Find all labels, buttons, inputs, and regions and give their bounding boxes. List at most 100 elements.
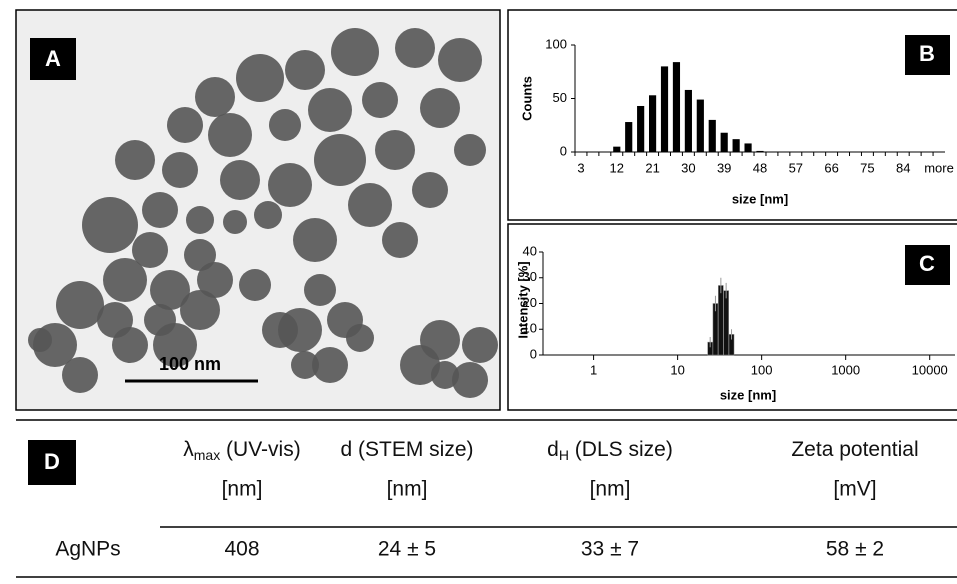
particle	[382, 222, 418, 258]
particle	[150, 270, 190, 310]
particle	[142, 192, 178, 228]
particle	[431, 361, 459, 389]
bar	[637, 105, 645, 152]
particle	[314, 134, 366, 186]
y-tick-label: 100	[545, 36, 567, 51]
bar	[672, 62, 681, 153]
particle	[103, 258, 147, 302]
bar	[723, 290, 729, 356]
panel-c-frame	[507, 223, 957, 411]
x-tick-label: 57	[789, 160, 803, 175]
y-tick-label: 30	[523, 269, 537, 284]
table-cell: 24 ± 5	[378, 538, 436, 561]
header-cell: λmax (UV-vis)	[183, 438, 300, 463]
header-symbol: Zeta potential	[791, 438, 918, 461]
particle	[153, 323, 197, 367]
table-cell: 33 ± 7	[581, 538, 639, 561]
x-axis-label: size [nm]	[732, 191, 788, 206]
panel-b-frame	[507, 9, 957, 221]
header-text: (UV-vis)	[220, 438, 301, 461]
table-cell: 408	[224, 538, 259, 561]
particle	[331, 28, 379, 76]
particle	[254, 201, 282, 229]
particle	[269, 109, 301, 141]
bar	[660, 66, 669, 152]
header-unit: [mV]	[833, 478, 876, 501]
particle	[454, 134, 486, 166]
header-unit: [nm]	[387, 478, 428, 501]
table: λmax (UV-vis) [nm] d (STEM size) [nm] dH (DL…	[55, 438, 918, 561]
table-cell: 58 ± 2	[826, 538, 884, 561]
x-tick-label: 12	[610, 160, 624, 175]
x-tick-label: 10000	[912, 362, 948, 377]
particle	[293, 218, 337, 262]
bar	[684, 89, 692, 152]
particle	[304, 274, 336, 306]
x-tick-label: 30	[681, 160, 695, 175]
header-unit: [nm]	[222, 478, 263, 501]
particle	[112, 327, 148, 363]
particle	[400, 345, 440, 385]
x-tick-label: 66	[824, 160, 838, 175]
particle	[375, 130, 415, 170]
particle	[62, 357, 98, 393]
x-tick-label: 100	[751, 362, 773, 377]
bar	[720, 132, 728, 152]
panel-label: B	[919, 41, 935, 66]
particle	[223, 210, 247, 234]
particle	[285, 50, 325, 90]
particle	[308, 88, 352, 132]
particle	[239, 269, 271, 301]
particle	[82, 197, 138, 253]
particle	[346, 324, 374, 352]
x-tick-label: 1	[590, 362, 597, 377]
particle	[180, 290, 220, 330]
panel-label: A	[45, 46, 61, 71]
x-tick-label: 75	[860, 160, 874, 175]
particle	[291, 351, 319, 379]
bar	[625, 122, 633, 152]
header-cell: Zeta potential	[791, 438, 918, 461]
bar	[756, 150, 764, 152]
particle	[438, 38, 482, 82]
panel-label-box	[905, 35, 950, 75]
particle	[115, 140, 155, 180]
header-unit: [nm]	[590, 478, 631, 501]
header-subscript: H	[559, 447, 569, 463]
header-subscript: max	[194, 447, 220, 463]
y-tick-label: 0	[560, 143, 567, 158]
y-axis-label: Counts	[519, 76, 534, 121]
particle	[195, 77, 235, 117]
particle	[462, 327, 498, 363]
scale-bar-label: 100 nm	[159, 354, 221, 374]
bar	[708, 119, 716, 152]
particle	[132, 232, 168, 268]
y-tick-label: 50	[553, 90, 567, 105]
particle	[184, 239, 216, 271]
y-tick-label: 10	[523, 321, 537, 336]
bar	[744, 143, 752, 152]
micrograph	[28, 28, 498, 398]
particle	[348, 183, 392, 227]
x-tick-label: 48	[753, 160, 767, 175]
y-tick-label: 20	[523, 295, 537, 310]
particle	[28, 328, 52, 352]
panel-label-box	[30, 38, 76, 80]
header-cell: dH (DLS size)	[547, 438, 673, 463]
header-text: (STEM size)	[352, 438, 473, 461]
header-cell: d (STEM size)	[340, 438, 473, 461]
particle	[197, 262, 233, 298]
bar	[613, 146, 621, 152]
x-tick-label: 3	[577, 160, 584, 175]
particle	[420, 88, 460, 128]
particle	[236, 54, 284, 102]
x-tick-label: 21	[645, 160, 659, 175]
x-tick-label: 1000	[831, 362, 860, 377]
panel-label-box	[905, 245, 950, 285]
x-tick-label: 84	[896, 160, 910, 175]
x-tick-label: more	[924, 160, 954, 175]
particle	[268, 163, 312, 207]
table-cell: AgNPs	[55, 538, 120, 561]
